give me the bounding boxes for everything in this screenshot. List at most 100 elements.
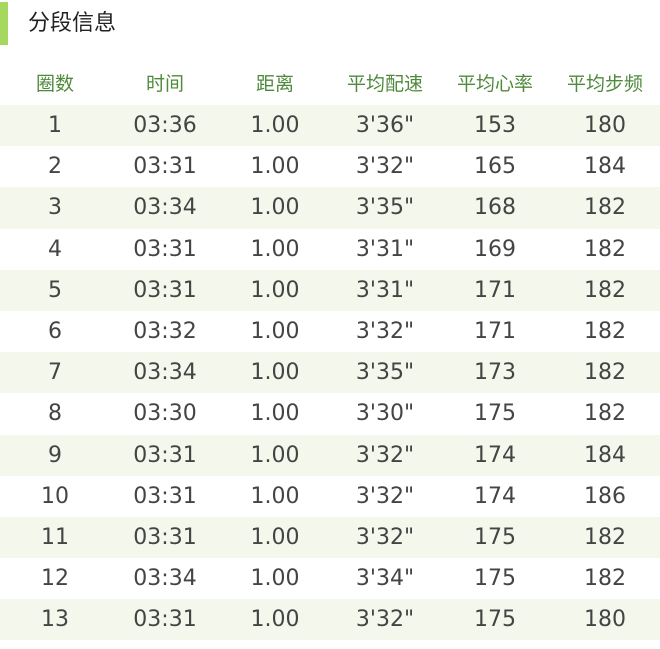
cell-lap: 12 — [41, 566, 69, 592]
table-row: 11 03:31 1.00 3'32" 175 182 — [0, 516, 660, 559]
table-row: 13 03:31 1.00 3'32" 175 180 — [0, 599, 660, 641]
cell-avg-heart-rate: 173 — [474, 360, 516, 386]
cell-lap: 5 — [48, 277, 62, 303]
cell-lap: 1 — [48, 113, 62, 139]
cell-lap: 9 — [48, 442, 62, 468]
cell-avg-heart-rate: 175 — [474, 607, 516, 633]
cell-time: 03:32 — [133, 319, 197, 345]
cell-avg-pace: 3'32" — [355, 154, 415, 180]
cell-distance: 1.00 — [250, 195, 300, 221]
cell-avg-pace: 3'32" — [355, 483, 415, 509]
cell-lap: 13 — [41, 607, 69, 633]
column-header-avg-heart-rate: 平均心率 — [456, 73, 533, 95]
cell-time: 03:31 — [133, 442, 197, 468]
cell-avg-heart-rate: 169 — [474, 236, 516, 262]
cell-avg-pace: 3'32" — [355, 442, 415, 468]
cell-avg-pace: 3'32" — [355, 524, 415, 550]
column-header-lap: 圈数 — [35, 73, 74, 95]
cell-time: 03:34 — [133, 360, 197, 386]
column-header-avg-pace: 平均配速 — [346, 73, 423, 95]
table-row: 10 03:31 1.00 3'32" 174 186 — [0, 476, 660, 517]
table-row: 1 03:36 1.00 3'36" 153 180 — [0, 105, 660, 147]
lap-table: 圈数 时间 距离 平均配速 平均心率 平均步频 1 03:36 1.00 3'36" 153 180… — [0, 60, 660, 641]
table-row: 8 03:30 1.00 3'30" 175 182 — [0, 393, 660, 434]
cell-time: 03:31 — [133, 236, 197, 262]
cell-time: 03:31 — [133, 607, 197, 633]
cell-time: 03:31 — [133, 154, 197, 180]
cell-avg-cadence: 182 — [584, 319, 626, 345]
cell-distance: 1.00 — [250, 607, 300, 633]
cell-avg-heart-rate: 175 — [474, 401, 516, 427]
cell-distance: 1.00 — [250, 401, 300, 427]
table-row: 3 03:34 1.00 3'35" 168 182 — [0, 187, 660, 229]
cell-avg-cadence: 184 — [584, 154, 626, 180]
cell-avg-pace: 3'31" — [355, 277, 415, 303]
cell-lap: 2 — [48, 154, 62, 180]
cell-distance: 1.00 — [250, 277, 300, 303]
cell-avg-cadence: 182 — [584, 360, 626, 386]
cell-lap: 4 — [48, 236, 62, 262]
cell-avg-heart-rate: 174 — [474, 483, 516, 509]
cell-distance: 1.00 — [250, 566, 300, 592]
cell-lap: 3 — [48, 195, 62, 221]
cell-avg-cadence: 182 — [584, 566, 626, 592]
column-header-time: 时间 — [145, 73, 184, 95]
cell-lap: 8 — [48, 401, 62, 427]
cell-avg-cadence: 180 — [584, 113, 626, 139]
cell-distance: 1.00 — [250, 442, 300, 468]
table-row: 2 03:31 1.00 3'32" 165 184 — [0, 146, 660, 187]
cell-avg-cadence: 182 — [584, 277, 626, 303]
cell-avg-pace: 3'34" — [355, 566, 415, 592]
cell-distance: 1.00 — [250, 524, 300, 550]
cell-time: 03:31 — [133, 277, 197, 303]
cell-avg-pace: 3'32" — [355, 319, 415, 345]
section-title: 分段信息 — [28, 11, 117, 36]
cell-time: 03:31 — [133, 483, 197, 509]
cell-distance: 1.00 — [250, 236, 300, 262]
cell-time: 03:34 — [133, 195, 197, 221]
cell-avg-heart-rate: 153 — [474, 113, 516, 139]
cell-distance: 1.00 — [250, 360, 300, 386]
cell-avg-cadence: 182 — [584, 401, 626, 427]
table-row: 7 03:34 1.00 3'35" 173 182 — [0, 352, 660, 394]
cell-avg-cadence: 182 — [584, 195, 626, 221]
table-header-row: 圈数 时间 距离 平均配速 平均心率 平均步频 — [0, 60, 660, 105]
cell-avg-heart-rate: 175 — [474, 524, 516, 550]
cell-avg-heart-rate: 165 — [474, 154, 516, 180]
table-row: 12 03:34 1.00 3'34" 175 182 — [0, 558, 660, 599]
cell-distance: 1.00 — [250, 113, 300, 139]
column-header-distance: 距离 — [255, 73, 294, 95]
cell-avg-heart-rate: 171 — [474, 319, 516, 345]
table-row: 9 03:31 1.00 3'32" 174 184 — [0, 434, 660, 476]
cell-avg-heart-rate: 175 — [474, 566, 516, 592]
cell-avg-pace: 3'35" — [355, 195, 415, 221]
cell-avg-heart-rate: 168 — [474, 195, 516, 221]
table-row: 4 03:31 1.00 3'31" 169 182 — [0, 229, 660, 270]
cell-avg-cadence: 184 — [584, 442, 626, 468]
cell-avg-heart-rate: 174 — [474, 442, 516, 468]
cell-avg-cadence: 182 — [584, 524, 626, 550]
cell-avg-heart-rate: 171 — [474, 277, 516, 303]
cell-distance: 1.00 — [250, 154, 300, 180]
cell-time: 03:34 — [133, 566, 197, 592]
cell-time: 03:36 — [133, 113, 197, 139]
cell-lap: 11 — [41, 524, 69, 550]
cell-avg-pace: 3'30" — [355, 401, 415, 427]
cell-time: 03:30 — [133, 401, 197, 427]
cell-avg-cadence: 186 — [584, 483, 626, 509]
column-header-avg-cadence: 平均步频 — [566, 73, 643, 95]
cell-time: 03:31 — [133, 524, 197, 550]
table-body: 1 03:36 1.00 3'36" 153 180 2 03:31 1.00 3'32" 165 1… — [0, 105, 660, 641]
cell-distance: 1.00 — [250, 319, 300, 345]
cell-distance: 1.00 — [250, 483, 300, 509]
cell-avg-pace: 3'32" — [355, 607, 415, 633]
table-row: 5 03:31 1.00 3'31" 171 182 — [0, 269, 660, 311]
table-row: 6 03:32 1.00 3'32" 171 182 — [0, 311, 660, 352]
cell-lap: 6 — [48, 319, 62, 345]
cell-lap: 7 — [48, 360, 62, 386]
cell-avg-pace: 3'36" — [355, 113, 415, 139]
cell-avg-cadence: 182 — [584, 236, 626, 262]
section-accent-bar — [0, 2, 8, 45]
cell-avg-pace: 3'31" — [355, 236, 415, 262]
cell-avg-pace: 3'35" — [355, 360, 415, 386]
